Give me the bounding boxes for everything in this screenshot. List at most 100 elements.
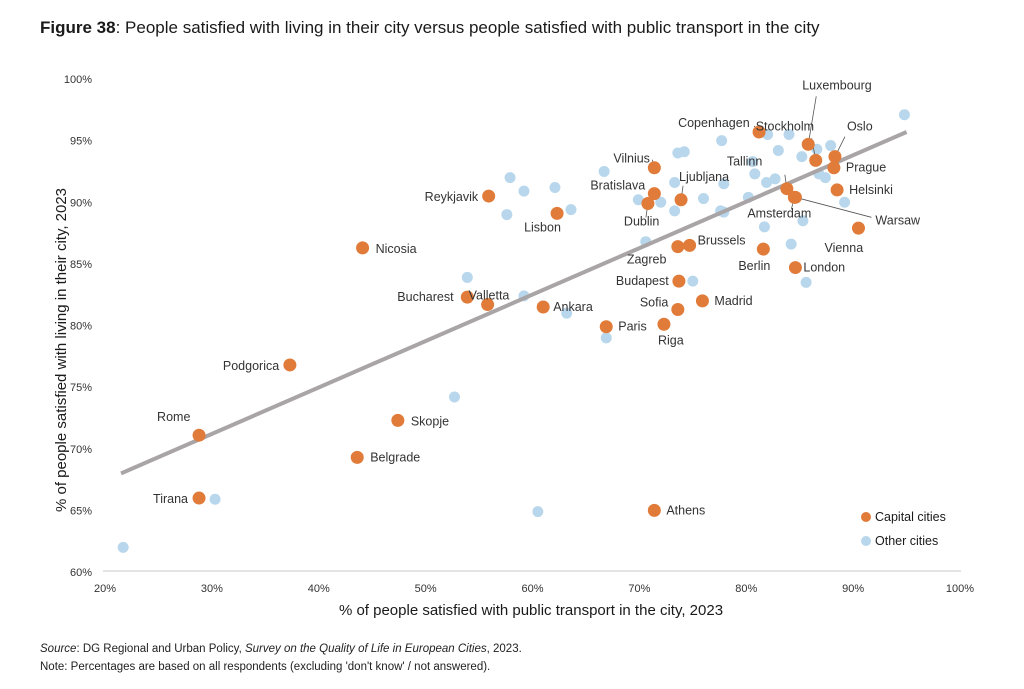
other-city-point — [598, 165, 610, 177]
other-city-point — [600, 332, 612, 344]
y-tick-label: 70% — [70, 444, 92, 456]
other-city-point — [749, 168, 761, 180]
other-city-point — [669, 205, 681, 217]
x-tick-label: 100% — [946, 583, 974, 595]
city-label: Skopje — [411, 414, 449, 428]
capital-city-point — [830, 183, 844, 197]
percentage-note: Note: Percentages are based on all respo… — [40, 661, 491, 673]
other-city-point — [718, 178, 730, 190]
city-label: Stockholm — [756, 119, 814, 133]
trendline — [120, 130, 908, 476]
capital-city-point — [828, 150, 842, 164]
capital-city-point — [756, 242, 770, 256]
other-city-point — [461, 271, 473, 283]
capital-city-point — [657, 317, 671, 331]
other-city-point — [504, 172, 516, 184]
legend: Capital cities Other cities — [861, 510, 946, 548]
city-label: Luxembourg — [802, 78, 872, 92]
city-label: Ankara — [553, 300, 593, 314]
capital-city-point — [550, 206, 564, 220]
y-tick-label: 100% — [64, 74, 92, 86]
city-label: Reykjavik — [425, 190, 479, 204]
other-city-point — [687, 275, 699, 287]
capital-city-point — [460, 290, 474, 304]
capital-city-point — [192, 428, 206, 442]
other-city-point — [783, 128, 795, 140]
other-city-point — [448, 391, 460, 403]
other-cities-series — [117, 109, 910, 553]
other-city-point — [758, 221, 770, 233]
city-label: London — [803, 261, 845, 275]
city-label: Warsaw — [875, 213, 921, 227]
capital-city-point — [752, 125, 766, 139]
city-label: Zagreb — [627, 253, 667, 267]
capital-city-point — [647, 187, 661, 201]
other-city-point — [209, 493, 221, 505]
capital-city-point — [481, 298, 495, 312]
other-city-point — [632, 194, 644, 206]
capital-city-point — [827, 161, 841, 175]
city-label: Prague — [846, 161, 886, 175]
figure-title-text: : People satisfied with living in their … — [115, 18, 820, 37]
other-city-point — [797, 215, 809, 227]
capital-city-point — [391, 413, 405, 427]
capital-city-point — [647, 503, 661, 517]
city-label: Bratislava — [590, 179, 645, 193]
capital-city-point — [801, 137, 815, 151]
city-label: Dublin — [624, 214, 659, 228]
other-city-point — [761, 177, 773, 189]
x-tick-label: 30% — [201, 583, 223, 595]
capital-city-point — [536, 300, 550, 314]
other-city-point — [769, 173, 781, 185]
city-label: Nicosia — [376, 242, 417, 256]
city-label: Oslo — [847, 120, 873, 134]
other-city-point — [518, 185, 530, 197]
figure-title: Figure 38: People satisfied with living … — [40, 18, 820, 38]
leader-line — [807, 96, 817, 145]
y-axis-label: % of people satisfied with living in the… — [53, 188, 70, 512]
capital-city-point — [809, 153, 823, 167]
x-tick-label: 70% — [628, 583, 650, 595]
capital-cities-series — [192, 125, 865, 517]
y-tick-label: 80% — [70, 321, 92, 333]
leader-line — [795, 196, 872, 218]
city-label: Vienna — [824, 241, 863, 255]
figure-number: Figure 38 — [40, 18, 116, 37]
source-survey: Survey on the Quality of Life in Europea… — [244, 643, 487, 655]
y-tick-label: 95% — [70, 136, 92, 148]
city-label: Berlin — [738, 259, 770, 273]
capital-city-point — [672, 274, 686, 288]
source-note: Source: DG Regional and Urban Policy, Su… — [40, 643, 522, 655]
capital-city-point — [283, 358, 297, 372]
capital-city-point — [599, 320, 613, 334]
city-label: Podgorica — [223, 359, 279, 373]
y-tick-label: 90% — [70, 197, 92, 209]
x-tick-label: 90% — [842, 583, 864, 595]
legend-capital-label: Capital cities — [875, 510, 946, 524]
capital-city-point — [788, 261, 802, 275]
other-city-point — [565, 204, 577, 216]
other-city-point — [669, 177, 681, 189]
other-city-point — [698, 193, 709, 205]
capital-city-point — [851, 221, 865, 235]
city-label: Valletta — [469, 289, 510, 303]
y-tick-label: 85% — [70, 259, 92, 271]
capital-city-point — [695, 294, 709, 308]
other-city-point — [532, 506, 544, 518]
source-suffix: , 2023. — [486, 643, 522, 655]
y-axis-ticks: 60% 65% 70% 75% 80% 85% 90% 95% 100% — [64, 74, 92, 579]
other-city-point — [561, 307, 573, 319]
legend-other-label: Other cities — [875, 534, 938, 548]
x-axis-label: % of people satisfied with public transp… — [339, 602, 723, 619]
y-tick-label: 65% — [70, 505, 92, 517]
capital-city-point — [482, 189, 496, 203]
other-city-point — [655, 196, 667, 208]
capital-city-point — [647, 161, 661, 175]
other-city-point — [825, 140, 837, 152]
other-city-point — [117, 541, 129, 553]
other-city-point — [785, 238, 797, 250]
capital-city-point — [356, 241, 370, 255]
capital-city-point — [192, 491, 206, 505]
city-label: Paris — [618, 320, 646, 334]
